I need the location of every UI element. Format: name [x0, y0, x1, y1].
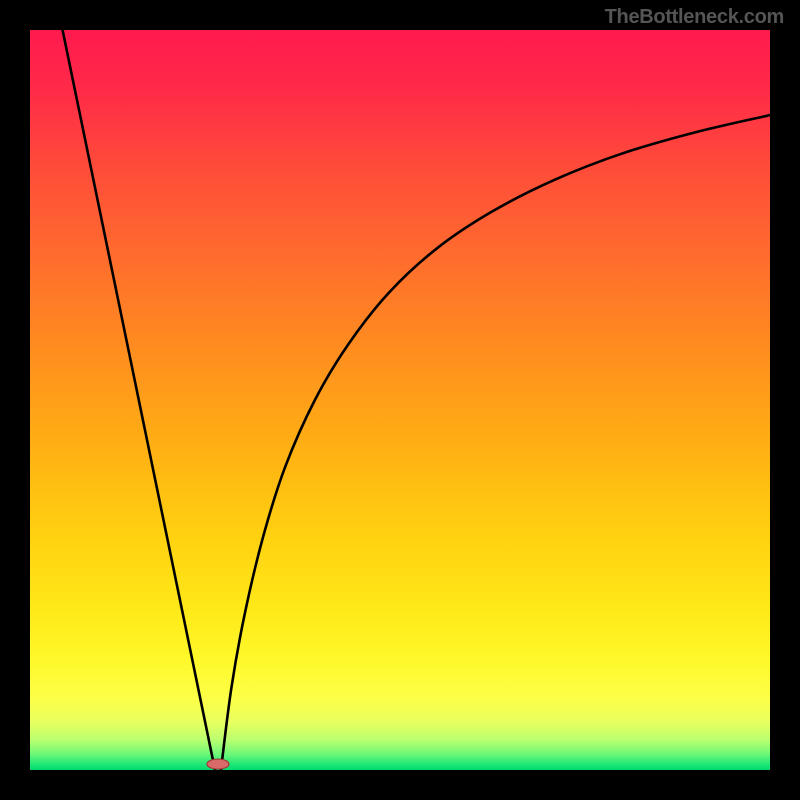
chart-container: TheBottleneck.com — [0, 0, 800, 800]
minimum-marker — [207, 759, 229, 769]
watermark-text: TheBottleneck.com — [605, 6, 784, 29]
bottleneck-chart — [0, 0, 800, 800]
